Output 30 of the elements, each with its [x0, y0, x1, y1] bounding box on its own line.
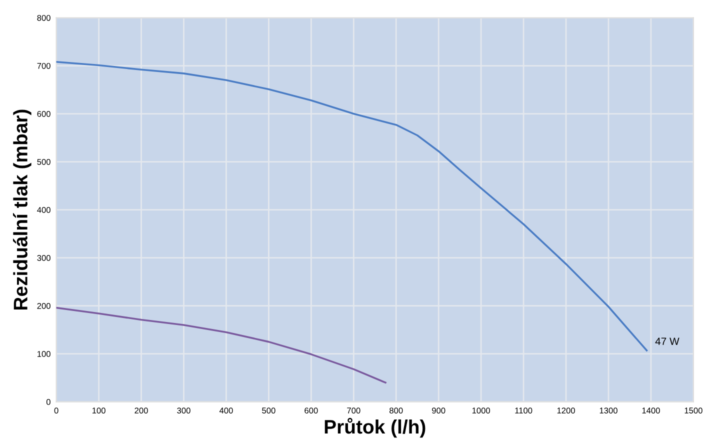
x-tick-label: 1300	[600, 408, 618, 414]
line-series	[56, 61, 648, 352]
x-tick-label: 1100	[515, 408, 532, 414]
x-tick-label: 500	[262, 408, 276, 414]
y-tick-label: 400	[37, 206, 50, 213]
x-tick-label: 1000	[472, 408, 490, 414]
x-tick-label: 300	[177, 408, 190, 414]
y-tick-label: 600	[37, 110, 50, 117]
x-tick-label: 700	[347, 408, 360, 414]
annotation: 47 W	[655, 338, 680, 345]
x-tick-label: 100	[92, 408, 106, 414]
y-tick-label: 300	[37, 255, 50, 261]
x-tick-label: 400	[219, 408, 233, 414]
x-tick-label: 1200	[557, 408, 575, 414]
x-tick-label: 800	[390, 408, 403, 414]
y-tick-label: 200	[37, 303, 50, 309]
y-tick-label: 500	[37, 158, 50, 165]
x-tick-label: 900	[432, 408, 446, 414]
y-tick-label: 100	[38, 351, 50, 357]
y-axis-title: Reziduální tlak (mbar)	[13, 110, 32, 310]
y-tick-label: 700	[37, 62, 50, 69]
x-tick-label: 0	[54, 408, 58, 414]
line-series	[56, 306, 386, 384]
x-axis-title: Průtok (l/h)	[324, 418, 426, 438]
x-tick-label: 200	[134, 408, 148, 414]
x-tick-label: 1400	[642, 408, 660, 414]
x-tick-label: 600	[304, 408, 318, 414]
y-tick-label: 0	[46, 399, 50, 405]
x-tick-label: 1500	[684, 408, 702, 414]
y-tick-label: 800	[37, 14, 50, 21]
